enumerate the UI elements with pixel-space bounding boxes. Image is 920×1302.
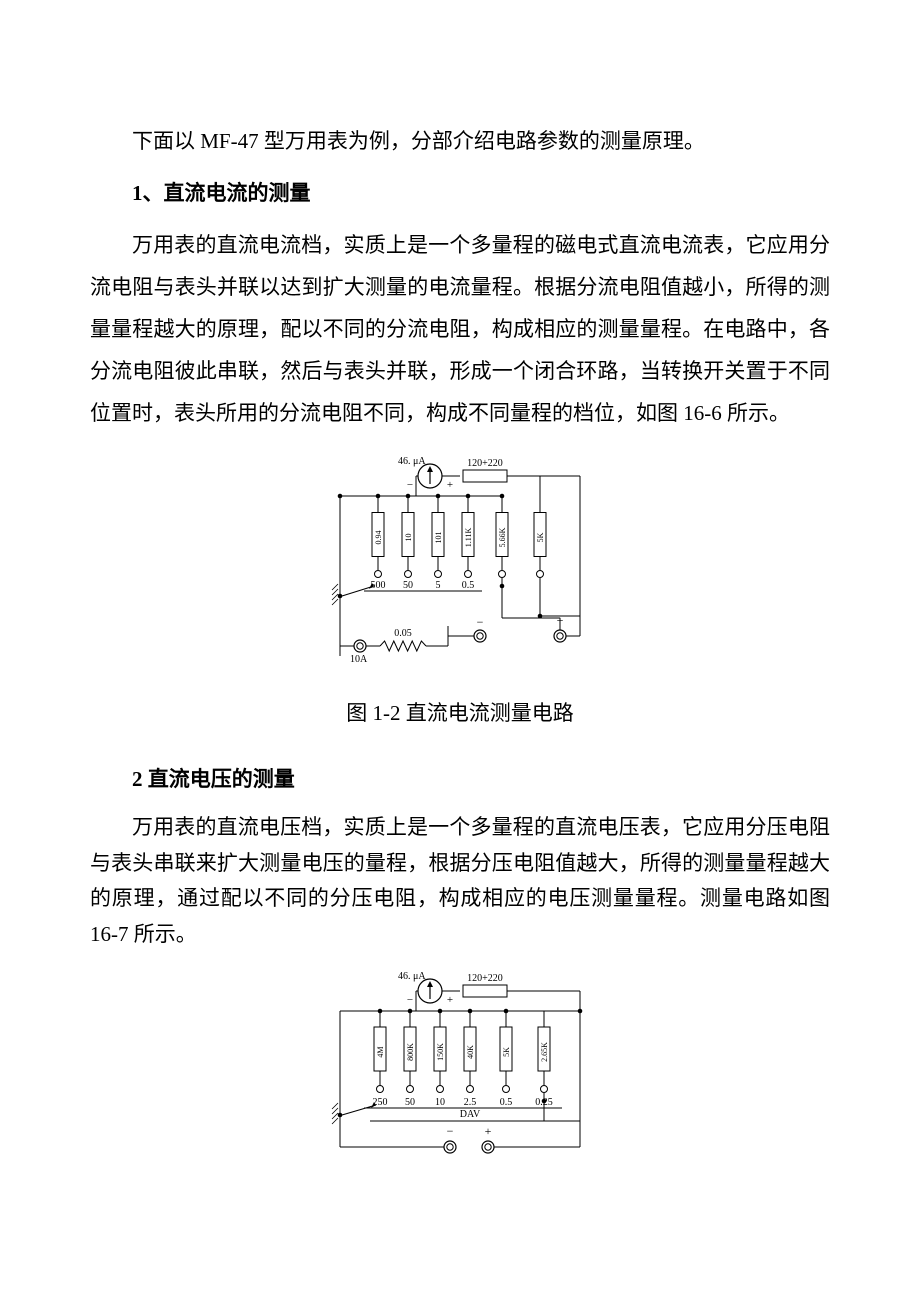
svg-text:46. μA: 46. μA bbox=[398, 971, 426, 982]
svg-text:−: − bbox=[407, 479, 413, 491]
svg-text:0.5: 0.5 bbox=[500, 1097, 513, 1108]
figure-2-diagram: 46. μA − +120+220 4M 250 800K 50 150K 10 40K 2.5 5K… bbox=[310, 965, 610, 1165]
svg-text:DAV: DAV bbox=[460, 1109, 481, 1120]
svg-text:120+220: 120+220 bbox=[467, 458, 503, 469]
svg-text:5K: 5K bbox=[502, 1047, 511, 1057]
section-2-heading: 2 直流电压的测量 bbox=[90, 758, 830, 800]
figure-1-diagram: 46. μA−+120+2200.94101011.11K5.66K5K5005… bbox=[310, 446, 610, 686]
svg-text:−: − bbox=[477, 615, 484, 629]
svg-text:50: 50 bbox=[403, 580, 413, 591]
svg-text:+: + bbox=[447, 994, 453, 1006]
svg-text:5.66K: 5.66K bbox=[498, 527, 507, 547]
svg-text:4M: 4M bbox=[376, 1046, 385, 1057]
section-2-body: 万用表的直流电压档，实质上是一个多量程的直流电压表，它应用分压电阻与表头串联来扩… bbox=[90, 810, 830, 953]
svg-text:800K: 800K bbox=[406, 1043, 415, 1061]
svg-text:5K: 5K bbox=[536, 532, 545, 542]
svg-text:0.94: 0.94 bbox=[374, 531, 383, 545]
section-1-heading: 1、直流电流的测量 bbox=[90, 172, 830, 214]
svg-text:+: + bbox=[447, 479, 453, 491]
svg-text:150K: 150K bbox=[436, 1043, 445, 1061]
svg-text:−: − bbox=[407, 994, 413, 1006]
svg-text:10: 10 bbox=[404, 534, 413, 542]
svg-text:5: 5 bbox=[436, 580, 441, 591]
svg-text:120+220: 120+220 bbox=[467, 973, 503, 984]
svg-text:0.05: 0.05 bbox=[394, 628, 412, 639]
svg-text:101: 101 bbox=[434, 532, 443, 544]
svg-text:−: − bbox=[447, 1124, 454, 1138]
figure-2-wrap: 46. μA − +120+220 4M 250 800K 50 150K 10 40K 2.5 5K… bbox=[90, 965, 830, 1165]
svg-text:250: 250 bbox=[373, 1097, 388, 1108]
svg-text:50: 50 bbox=[405, 1097, 415, 1108]
svg-text:2.5: 2.5 bbox=[464, 1097, 477, 1108]
figure-1-caption: 图 1-2 直流电流测量电路 bbox=[346, 692, 574, 734]
intro-paragraph: 下面以 MF-47 型万用表为例，分部介绍电路参数的测量原理。 bbox=[90, 120, 830, 162]
svg-text:1.11K: 1.11K bbox=[464, 528, 473, 548]
svg-text:10A: 10A bbox=[350, 654, 368, 665]
svg-text:40K: 40K bbox=[466, 1045, 475, 1059]
svg-text:2.65K: 2.65K bbox=[540, 1042, 549, 1062]
svg-text:46. μA: 46. μA bbox=[398, 456, 426, 467]
section-1-body: 万用表的直流电流档，实质上是一个多量程的磁电式直流电流表，它应用分流电阻与表头并… bbox=[90, 224, 830, 434]
svg-text:0.5: 0.5 bbox=[462, 580, 475, 591]
svg-text:+: + bbox=[485, 1124, 492, 1138]
document-page: 下面以 MF-47 型万用表为例，分部介绍电路参数的测量原理。 1、直流电流的测… bbox=[0, 0, 920, 1231]
figure-1-wrap: 46. μA−+120+2200.94101011.11K5.66K5K5005… bbox=[90, 446, 830, 750]
svg-text:10: 10 bbox=[435, 1097, 445, 1108]
